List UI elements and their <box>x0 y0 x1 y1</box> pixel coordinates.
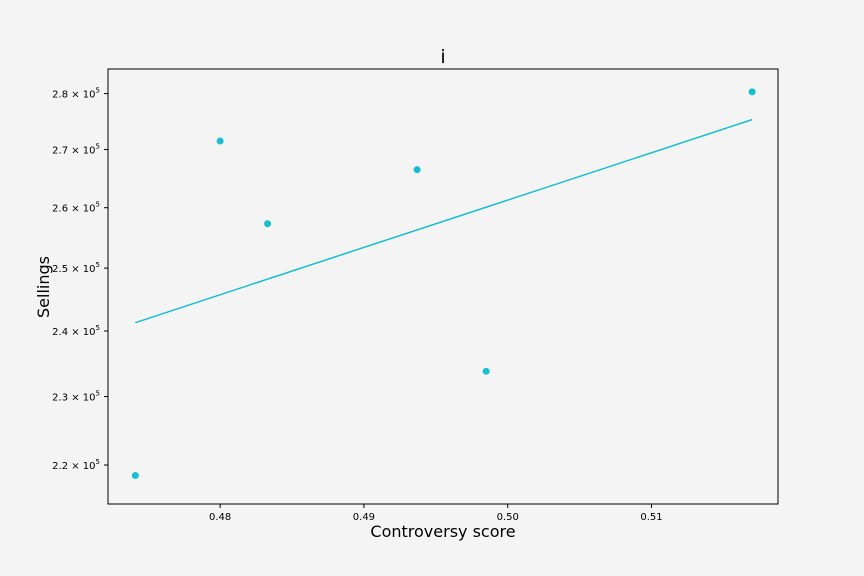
x-tick-label: 0.49 <box>353 512 375 523</box>
scatter-point <box>264 220 272 228</box>
chart-title: i <box>440 46 445 68</box>
scatter-point <box>482 367 490 375</box>
trend-line <box>135 118 753 324</box>
y-tick-label: 2.2 × 105 <box>52 458 100 472</box>
scatter-point <box>748 88 756 96</box>
data-series <box>131 88 756 480</box>
plot-area <box>107 68 779 505</box>
y-tick-label: 2.4 × 105 <box>52 324 100 338</box>
y-tick-label: 2.3 × 105 <box>52 390 100 404</box>
x-tick-label: 0.50 <box>497 512 519 523</box>
scatter-point <box>131 472 139 480</box>
scatter-point <box>216 137 224 145</box>
y-tick-label: 2.6 × 105 <box>52 201 100 215</box>
y-axis-ticks: 2.2 × 105 2.3 × 105 2.4 × 105 2.5 × 105 2.6 … <box>52 87 108 472</box>
scatter-point <box>413 166 421 174</box>
x-axis-title: Controversy score <box>370 522 515 541</box>
y-tick-label: 2.5 × 105 <box>52 261 100 275</box>
x-axis-ticks: 0.48 0.49 0.50 0.51 <box>209 504 663 523</box>
x-tick-label: 0.48 <box>209 512 231 523</box>
x-tick-label: 0.51 <box>640 512 662 523</box>
y-tick-label: 2.8 × 105 <box>52 87 100 101</box>
y-axis-title: Sellings <box>34 256 53 318</box>
y-tick-label: 2.7 × 105 <box>52 143 100 157</box>
